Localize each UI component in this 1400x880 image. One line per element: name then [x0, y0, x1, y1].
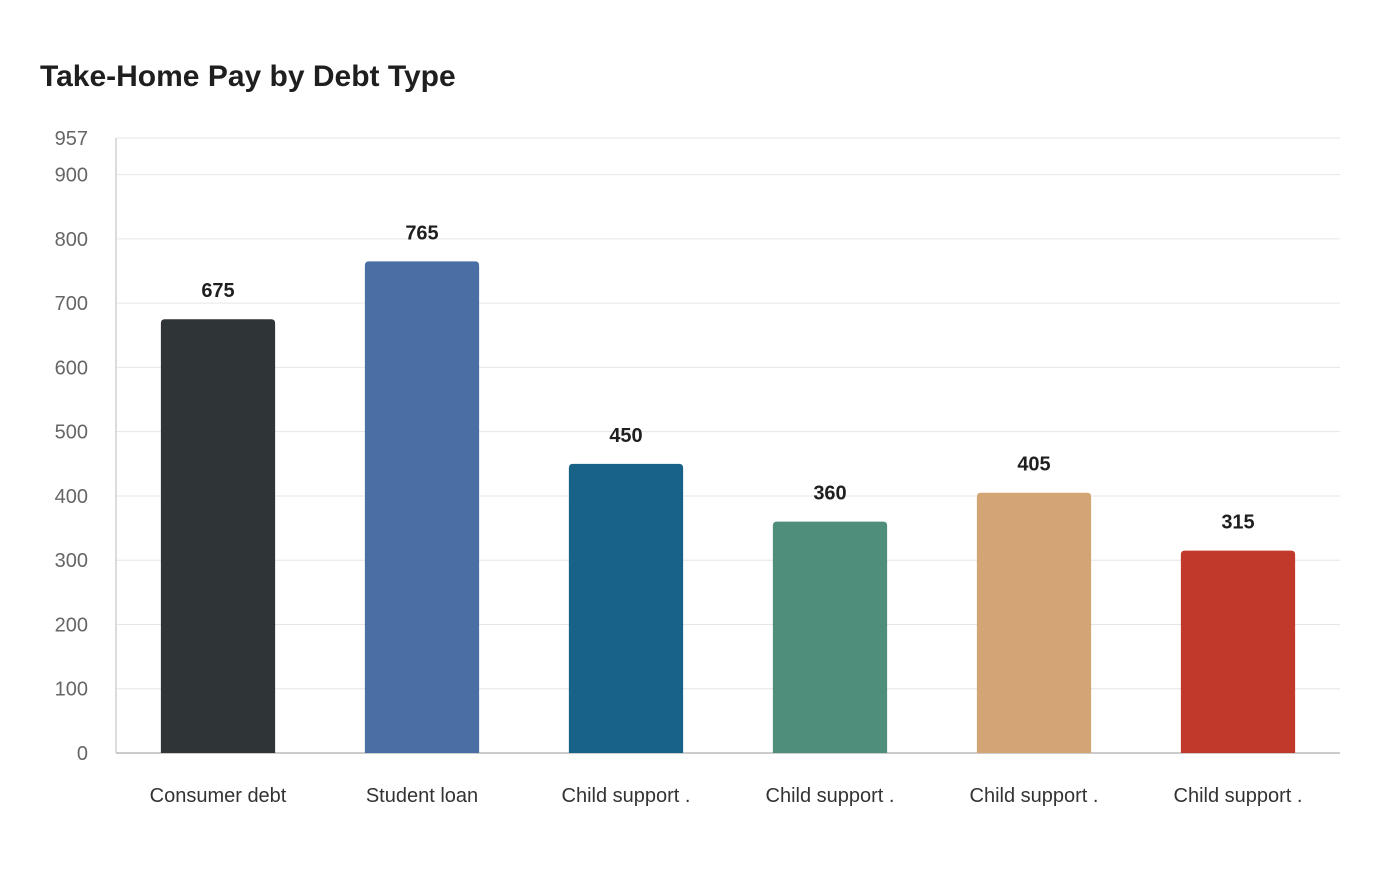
data-label: 360	[813, 483, 846, 505]
category-label: Student loan	[366, 785, 478, 807]
y-tick-label: 200	[55, 614, 88, 636]
y-tick-label: 400	[55, 486, 88, 508]
y-tick-label: 500	[55, 422, 88, 444]
gridlines	[116, 137, 1340, 690]
bar	[772, 521, 888, 753]
y-tick-label: 957	[55, 128, 88, 150]
bar	[364, 261, 480, 753]
y-tick-label: 900	[55, 165, 88, 187]
category-label: Consumer debt	[150, 785, 287, 807]
category-label: Child support .	[562, 785, 691, 807]
bar	[568, 463, 684, 753]
category-labels: Consumer debt Student loan Child support .…	[150, 785, 1303, 807]
bars	[160, 261, 1296, 753]
y-tick-label: 700	[55, 293, 88, 315]
y-tick-label: 0	[77, 743, 88, 765]
data-label: 450	[609, 425, 642, 447]
data-label: 405	[1017, 454, 1050, 476]
data-labels: 675 765 450 360 405 315	[201, 222, 1254, 533]
chart-title: Take-Home Pay by Debt Type	[40, 60, 456, 93]
y-tick-labels: 0 100 200 300 400 500 600 700 800 900 957	[55, 128, 88, 765]
bar	[160, 319, 276, 753]
data-label: 675	[201, 280, 234, 302]
axes	[115, 138, 1340, 754]
y-tick-label: 100	[55, 679, 88, 701]
category-label: Child support .	[970, 785, 1099, 807]
category-label: Child support .	[766, 785, 895, 807]
bar	[1180, 550, 1296, 753]
y-tick-label: 600	[55, 357, 88, 379]
bar	[976, 492, 1092, 753]
y-tick-label: 300	[55, 550, 88, 572]
data-label: 765	[405, 222, 438, 244]
y-tick-label: 800	[55, 229, 88, 251]
data-label: 315	[1221, 512, 1254, 534]
category-label: Child support .	[1174, 785, 1303, 807]
